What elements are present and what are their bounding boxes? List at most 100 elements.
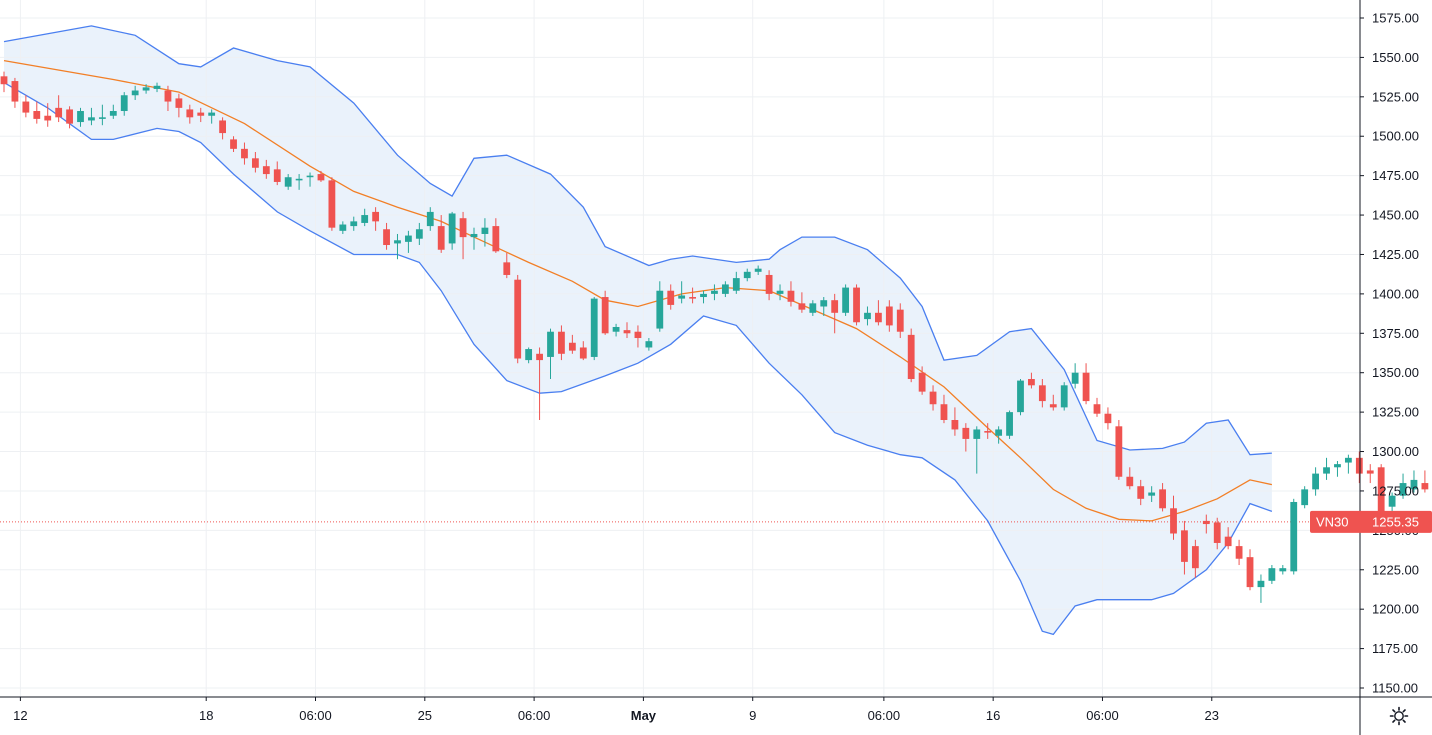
- candle: [1159, 483, 1166, 512]
- y-tick-label: 1200.00: [1372, 602, 1419, 617]
- candle: [623, 322, 631, 339]
- candle-body: [612, 326, 620, 332]
- candle-body: [1421, 483, 1429, 490]
- y-tick-label: 1375.00: [1372, 326, 1419, 341]
- candle-body: [1268, 568, 1276, 581]
- candle-body: [503, 262, 511, 275]
- candle-body: [219, 120, 226, 134]
- candle-body: [98, 117, 106, 119]
- candle: [962, 423, 970, 452]
- candle-body: [459, 218, 467, 238]
- candle: [1410, 470, 1418, 493]
- candle-body: [415, 229, 423, 239]
- candle: [328, 177, 336, 231]
- candle-body: [1049, 404, 1057, 408]
- candle-body: [394, 240, 401, 244]
- candle-body: [776, 290, 784, 294]
- candle-body: [853, 287, 860, 323]
- candle-body: [743, 271, 751, 279]
- candle-body: [1334, 464, 1341, 468]
- x-tick-label: 9: [749, 708, 756, 723]
- candle-body: [230, 139, 237, 149]
- candle: [459, 211, 467, 260]
- candle: [1355, 451, 1363, 484]
- candle-body: [426, 211, 434, 227]
- candle: [678, 281, 686, 304]
- candle: [754, 265, 762, 275]
- candle-body: [940, 404, 948, 420]
- candle-body: [1344, 457, 1352, 463]
- candle: [798, 292, 806, 313]
- candle: [175, 93, 183, 118]
- candle: [426, 207, 434, 231]
- candle-body: [470, 233, 478, 238]
- candle: [120, 92, 128, 116]
- candle-body: [1410, 479, 1418, 490]
- candlesticks: [0, 71, 1429, 603]
- candle: [940, 394, 948, 424]
- candle-body: [0, 76, 8, 85]
- candle-body: [405, 235, 412, 242]
- candle: [601, 290, 609, 335]
- candle: [415, 222, 423, 246]
- candle: [1235, 539, 1243, 566]
- candle-body: [33, 111, 41, 119]
- settings-button[interactable]: [1386, 703, 1412, 729]
- candle: [1148, 486, 1156, 502]
- candle-body: [120, 95, 128, 112]
- candle: [66, 106, 73, 129]
- candle: [1071, 363, 1079, 389]
- candle-body: [142, 87, 150, 91]
- candle-body: [317, 174, 325, 181]
- price-tag: VN30 1255.35: [1310, 510, 1432, 533]
- candle: [1170, 495, 1177, 540]
- candle-body: [831, 300, 839, 313]
- candle: [1323, 457, 1330, 480]
- candle: [711, 284, 718, 301]
- candle-body: [273, 169, 281, 182]
- candle: [558, 325, 565, 361]
- candle: [984, 423, 992, 439]
- candle: [547, 328, 554, 380]
- candle-body: [1290, 501, 1298, 572]
- candle: [645, 338, 653, 351]
- candle: [809, 300, 817, 316]
- candle-body: [295, 178, 303, 181]
- candle-body: [88, 117, 95, 121]
- candle-body: [590, 298, 598, 357]
- candle-body: [842, 287, 850, 313]
- candle: [1268, 565, 1276, 584]
- x-tick-label: 06:00: [868, 708, 901, 723]
- y-tick-label: 1275.00: [1372, 483, 1419, 498]
- candle-body: [1235, 546, 1243, 559]
- candle: [700, 290, 707, 304]
- candle-body: [1257, 580, 1265, 588]
- candle-body: [754, 268, 762, 272]
- candle-body: [700, 293, 707, 298]
- y-axis-ticks[interactable]: 1150.001175.001200.001225.001250.001275.…: [1360, 11, 1419, 696]
- candle: [503, 252, 511, 279]
- candle-body: [1017, 380, 1024, 413]
- candle-body: [558, 331, 565, 354]
- candle-body: [306, 175, 314, 178]
- candle: [842, 284, 850, 316]
- candle-body: [634, 331, 642, 339]
- x-axis-ticks[interactable]: 12 18 06:00 25 06:00 May 9 06:00 16 06:00 23: [13, 697, 1219, 723]
- candle: [284, 174, 292, 190]
- candle-body: [809, 303, 817, 313]
- candle: [1344, 454, 1352, 474]
- candle: [1006, 410, 1013, 439]
- candle: [295, 174, 303, 190]
- candle: [55, 95, 63, 123]
- candle-body: [1126, 476, 1134, 487]
- candle: [765, 270, 773, 301]
- candle-body: [175, 98, 183, 108]
- candle: [525, 347, 533, 364]
- candle: [1202, 514, 1210, 534]
- candle-body: [186, 109, 194, 118]
- candle: [208, 109, 216, 124]
- x-tick-label: 25: [418, 708, 432, 723]
- y-tick-label: 1575.00: [1372, 11, 1419, 26]
- candle-body: [907, 334, 915, 380]
